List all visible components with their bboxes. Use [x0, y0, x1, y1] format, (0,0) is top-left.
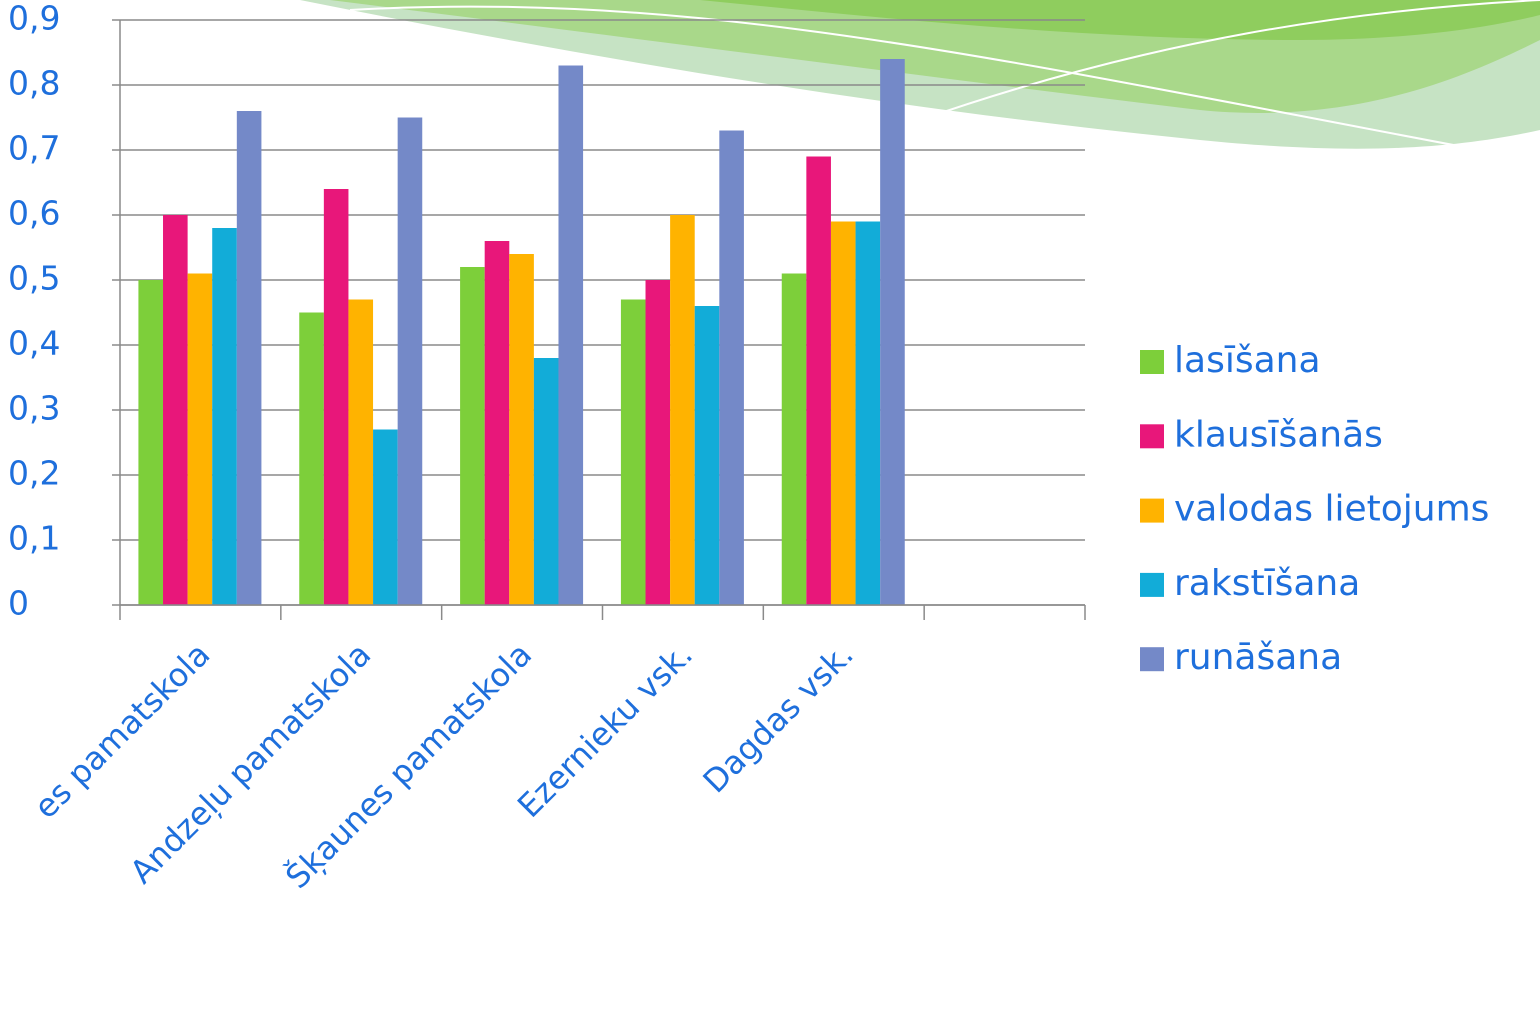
y-tick-label: 0,1	[8, 519, 60, 558]
bar	[620, 299, 646, 605]
bar	[533, 358, 559, 605]
y-tick-label: 0,7	[8, 129, 60, 168]
x-tick-label: Ezernieku vsk.	[510, 635, 700, 825]
bar	[806, 156, 831, 605]
legend-swatch	[1140, 424, 1164, 449]
bar	[323, 189, 349, 605]
legend-swatch	[1140, 498, 1164, 523]
legend-label: runāšana	[1174, 637, 1342, 678]
bar	[781, 273, 807, 605]
bar	[855, 221, 881, 605]
bar	[299, 312, 324, 605]
bar	[880, 59, 905, 605]
legend-swatch	[1140, 572, 1164, 597]
bar	[670, 215, 695, 605]
bar	[558, 65, 584, 605]
y-tick-label: 0,2	[8, 454, 60, 493]
bar	[484, 241, 510, 605]
bar	[397, 117, 423, 605]
y-tick-label: 0,5	[8, 259, 60, 298]
bar	[509, 254, 534, 605]
legend-label: valodas lietojums	[1174, 489, 1489, 530]
legend-swatch	[1140, 350, 1164, 374]
bar	[694, 306, 720, 605]
bar	[163, 215, 188, 605]
legend-label: lasīšana	[1174, 340, 1321, 381]
bar	[645, 280, 671, 605]
legend-label: klausīšanās	[1174, 414, 1383, 455]
y-tick-label: 0,4	[8, 324, 60, 363]
y-tick-label: 0,3	[8, 389, 60, 428]
bar	[373, 429, 398, 605]
legend-label: rakstīšana	[1174, 563, 1360, 604]
bar	[830, 221, 856, 605]
y-tick-label: 0,8	[8, 64, 60, 103]
bar	[236, 111, 262, 605]
y-tick-label: 0,6	[8, 194, 60, 233]
bar	[348, 299, 374, 605]
decoration	[300, 0, 1540, 151]
bar	[212, 228, 237, 605]
bar	[460, 267, 485, 605]
bar	[138, 280, 164, 605]
y-tick-label: 0	[8, 584, 29, 623]
legend-swatch	[1140, 647, 1164, 672]
bar	[187, 273, 213, 605]
y-tick-label: 0,9	[8, 0, 60, 38]
x-tick-label: Dagdas vsk.	[696, 635, 861, 800]
bar	[719, 130, 744, 605]
